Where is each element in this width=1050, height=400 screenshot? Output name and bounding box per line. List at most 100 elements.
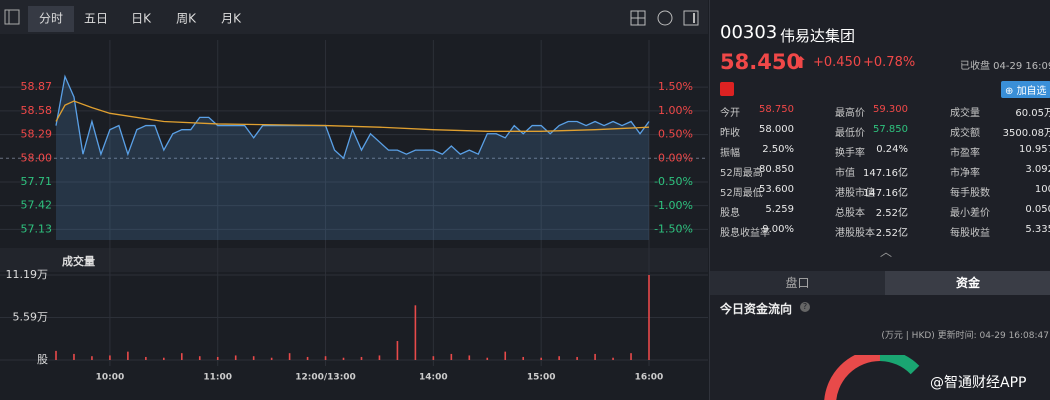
volume-bar: [576, 356, 578, 360]
stat-label: 股息收益率: [720, 228, 770, 239]
stat-label: 最高价: [835, 108, 865, 119]
stat-value: 147.16亿: [863, 168, 908, 179]
volume-bar: [342, 357, 345, 360]
y-tick-label: 58.00: [21, 151, 53, 164]
y-tick-label: 57.13: [21, 222, 53, 235]
collapse-chevron[interactable]: ︿: [880, 245, 893, 259]
stat-value: 59.300: [873, 104, 908, 115]
volume-tick-label: 11.19万: [6, 268, 49, 281]
stat-value: 60.05万: [1015, 108, 1050, 119]
y-tick-label: 58.58: [21, 104, 53, 117]
stat-label: 昨收: [720, 128, 740, 139]
volume-bar: [55, 350, 57, 360]
y2-tick-label: -1.00%: [654, 199, 693, 212]
chart-panel: 成交量 分时 五日 日K 周K 月K 10:00 11:00 12:00/13:00 14:00…: [0, 0, 708, 383]
watchlist-button[interactable]: ⊕ 加自选: [1001, 81, 1050, 98]
stat-label: 最低价: [835, 128, 865, 139]
y2-tick-label: 1.00%: [658, 104, 693, 117]
stat-value: 58.000: [759, 124, 794, 135]
stat-value: 57.850: [873, 124, 908, 135]
toolbar-tab[interactable]: 分时: [39, 12, 63, 26]
stat-label: 港股市值: [835, 188, 875, 199]
volume-bar: [288, 353, 291, 360]
stat-label: 52周最高: [720, 168, 763, 179]
tab[interactable]: 盘口: [710, 271, 885, 295]
status: 已收盘 04-29 16:09: [960, 61, 1050, 72]
price-line: [55, 74, 650, 160]
stat-label: 今开: [720, 108, 740, 119]
tab-active: [28, 6, 74, 32]
volume-bar: [180, 353, 183, 360]
volume-bar: [648, 275, 650, 360]
sidebar-toggle[interactable]: [4, 9, 20, 25]
stat-value: 3.092: [1025, 164, 1050, 175]
volume-bar: [109, 355, 111, 360]
price: 58.450: [720, 50, 802, 74]
volume-bar: [360, 356, 363, 360]
average-line: [55, 100, 650, 132]
toolbar: [0, 0, 708, 34]
volume-bar: [558, 356, 560, 360]
fund-donut: [824, 355, 920, 400]
volume-bar: [270, 357, 273, 360]
volume-bar: [91, 356, 93, 360]
volume-bar: [594, 353, 596, 360]
stock-name: 伟易达集团: [780, 27, 856, 45]
volume-bar: [540, 357, 542, 360]
watermark: @智通财经APP: [930, 375, 1027, 391]
stat-value: 5.259: [765, 204, 794, 215]
stat-label: 市盈率: [950, 148, 980, 159]
stat-value: 0.24%: [876, 144, 908, 155]
y2-tick-label: 0.00%: [658, 151, 693, 164]
volume-bar: [163, 357, 165, 360]
volume-bar: [234, 355, 237, 360]
stat-value: 58.750: [759, 104, 794, 115]
volume-bar: [450, 353, 453, 360]
change: +0.450: [813, 55, 862, 70]
up-arrow: ⬆: [794, 53, 808, 72]
volume-bar: [198, 356, 201, 360]
y-tick-label: 58.29: [21, 128, 53, 141]
volume-bar: [378, 355, 381, 360]
fund-flow-note: (万元 | HKD) 更新时间: 04-29 16:08:47: [881, 331, 1049, 341]
volume-bar: [324, 356, 327, 360]
stat-value: 80.850: [759, 164, 794, 175]
help-icon[interactable]: ?: [800, 302, 810, 312]
volume-bar: [468, 355, 471, 360]
y2-tick-label: 1.50%: [658, 80, 693, 93]
expand-icon[interactable]: [683, 10, 699, 26]
stat-value: 9.00%: [762, 224, 794, 235]
refresh-icon[interactable]: [657, 10, 673, 26]
stat-label: 52周最低: [720, 188, 763, 199]
toolbar-tab[interactable]: 五日: [84, 12, 108, 26]
stat-value: 2.52亿: [875, 208, 908, 219]
x-tick-label: 14:00: [419, 373, 448, 383]
y-tick-label: 57.42: [21, 199, 53, 212]
volume-tick-label: 股: [37, 353, 48, 366]
stat-label: 总股本: [835, 208, 865, 219]
toolbar-tab[interactable]: 月K: [221, 12, 242, 26]
x-tick-label: 15:00: [527, 373, 556, 383]
stat-value: 3500.08万: [1002, 128, 1050, 139]
stat-value: 53.600: [759, 184, 794, 195]
x-tick-label: 11:00: [203, 373, 232, 383]
volume-bar: [73, 353, 75, 360]
volume-bar: [612, 357, 614, 360]
fund-flow-title: 今日资金流向: [720, 302, 793, 316]
stat-label: 成交额: [950, 128, 980, 139]
stat-label: 每手股数: [950, 188, 990, 199]
stat-label: 最小差价: [950, 208, 990, 219]
y2-tick-label: -1.50%: [654, 223, 693, 236]
stat-label: 市净率: [950, 168, 980, 179]
stat-value: 147.16亿: [863, 188, 908, 199]
stat-label: 港股股本: [835, 228, 875, 239]
watchlist-label: 加自选: [1016, 86, 1047, 97]
y2-tick-label: -0.50%: [654, 175, 693, 188]
toolbar-tab[interactable]: 日K: [131, 12, 152, 26]
price-area: [56, 76, 649, 241]
toolbar-tab[interactable]: 周K: [176, 12, 197, 26]
stat-value: 5.335: [1025, 224, 1050, 235]
x-tick-label: 16:00: [635, 373, 664, 383]
tab[interactable]: 资金: [885, 271, 1050, 295]
volume-bar: [216, 356, 219, 360]
